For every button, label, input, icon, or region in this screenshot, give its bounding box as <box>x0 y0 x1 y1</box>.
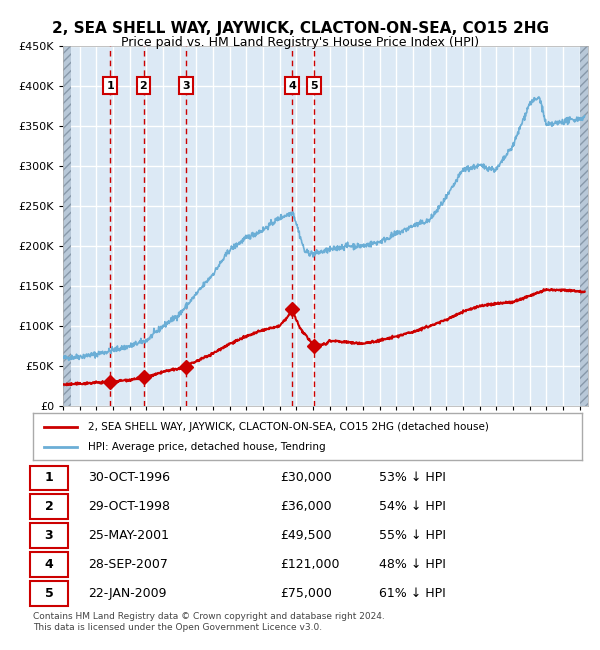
Text: 4: 4 <box>288 81 296 90</box>
FancyBboxPatch shape <box>30 523 68 548</box>
Text: Contains HM Land Registry data © Crown copyright and database right 2024.
This d: Contains HM Land Registry data © Crown c… <box>33 612 385 632</box>
Text: 48% ↓ HPI: 48% ↓ HPI <box>379 558 446 571</box>
Text: £30,000: £30,000 <box>280 471 332 484</box>
Text: 55% ↓ HPI: 55% ↓ HPI <box>379 529 446 542</box>
Text: 29-OCT-1998: 29-OCT-1998 <box>88 500 170 514</box>
Text: 30-OCT-1996: 30-OCT-1996 <box>88 471 170 484</box>
Text: 5: 5 <box>310 81 318 90</box>
Text: 3: 3 <box>44 529 53 542</box>
Text: 1: 1 <box>106 81 114 90</box>
Text: 1: 1 <box>44 471 53 484</box>
Text: 25-MAY-2001: 25-MAY-2001 <box>88 529 169 542</box>
Text: HPI: Average price, detached house, Tendring: HPI: Average price, detached house, Tend… <box>88 442 326 452</box>
Text: £75,000: £75,000 <box>280 587 332 600</box>
FancyBboxPatch shape <box>30 495 68 519</box>
Text: 2: 2 <box>44 500 53 514</box>
Text: 53% ↓ HPI: 53% ↓ HPI <box>379 471 446 484</box>
Bar <box>63 46 71 406</box>
Text: £121,000: £121,000 <box>280 558 340 571</box>
Text: 54% ↓ HPI: 54% ↓ HPI <box>379 500 446 514</box>
Text: 3: 3 <box>182 81 190 90</box>
FancyBboxPatch shape <box>30 581 68 606</box>
Text: 2: 2 <box>140 81 148 90</box>
Text: 2, SEA SHELL WAY, JAYWICK, CLACTON-ON-SEA, CO15 2HG (detached house): 2, SEA SHELL WAY, JAYWICK, CLACTON-ON-SE… <box>88 421 489 432</box>
Text: 4: 4 <box>44 558 53 571</box>
Bar <box>580 46 590 406</box>
FancyBboxPatch shape <box>30 465 68 490</box>
Text: £49,500: £49,500 <box>280 529 332 542</box>
Text: 22-JAN-2009: 22-JAN-2009 <box>88 587 166 600</box>
Text: 61% ↓ HPI: 61% ↓ HPI <box>379 587 446 600</box>
Text: 5: 5 <box>44 587 53 600</box>
Text: £36,000: £36,000 <box>280 500 332 514</box>
FancyBboxPatch shape <box>30 552 68 577</box>
Text: 28-SEP-2007: 28-SEP-2007 <box>88 558 168 571</box>
Text: 2, SEA SHELL WAY, JAYWICK, CLACTON-ON-SEA, CO15 2HG: 2, SEA SHELL WAY, JAYWICK, CLACTON-ON-SE… <box>52 21 548 36</box>
Text: Price paid vs. HM Land Registry's House Price Index (HPI): Price paid vs. HM Land Registry's House … <box>121 36 479 49</box>
